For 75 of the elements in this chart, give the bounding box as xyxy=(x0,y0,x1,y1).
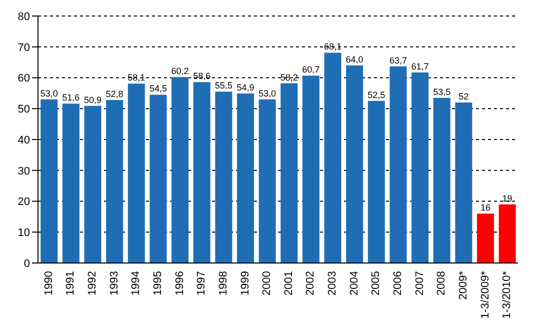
x-tick-label: 2009* xyxy=(457,270,470,300)
data-label: 52,8 xyxy=(106,88,124,99)
x-tick-label: 2007 xyxy=(414,271,426,296)
bar xyxy=(40,99,58,263)
bar xyxy=(258,99,276,263)
x-tick-label: 1999 xyxy=(239,271,252,296)
bar xyxy=(128,84,145,263)
y-tick-label: 80 xyxy=(18,10,30,23)
data-label: 53,5 xyxy=(433,86,451,97)
x-tick-label: 2006 xyxy=(392,271,404,296)
data-label: 53,0 xyxy=(40,88,58,98)
bar xyxy=(62,104,80,263)
bar xyxy=(84,106,102,263)
x-tick-label: 1991 xyxy=(64,271,77,296)
x-tick-label: 1992 xyxy=(86,271,99,296)
x-tick-label: 1-3/2009* xyxy=(479,270,492,319)
y-tick-label: 60 xyxy=(18,72,30,85)
data-label: 55,5 xyxy=(214,80,232,91)
bar xyxy=(302,76,320,263)
bar xyxy=(236,93,254,263)
x-tick-label: 2000 xyxy=(261,271,274,296)
data-label: 58,2 xyxy=(280,72,298,82)
bar xyxy=(498,204,516,263)
x-tick-label: 2008 xyxy=(436,271,448,296)
x-tick-label: 2004 xyxy=(348,271,360,296)
data-label: 52 xyxy=(458,91,469,102)
data-label: 68,1 xyxy=(324,42,342,52)
data-label: 54,9 xyxy=(236,82,254,92)
data-label: 50,9 xyxy=(84,94,102,105)
bar xyxy=(324,52,342,263)
bar xyxy=(193,82,210,263)
x-tick-label: 2005 xyxy=(370,271,382,296)
x-tick-label: 1998 xyxy=(217,271,230,296)
x-tick-label: 1996 xyxy=(174,271,186,296)
data-label: 52,5 xyxy=(368,90,386,100)
data-label: 58,6 xyxy=(193,71,211,82)
y-tick-label: 50 xyxy=(18,104,30,116)
data-label: 58,1 xyxy=(128,72,146,83)
x-tick-label: 1994 xyxy=(130,271,142,296)
data-label: 64,0 xyxy=(346,54,364,64)
data-label: 19 xyxy=(502,193,512,204)
y-tick-label: 10 xyxy=(18,227,30,240)
data-label: 60,7 xyxy=(302,64,320,75)
x-tick-label: 1-3/2010* xyxy=(501,270,514,319)
x-tick-label: 1997 xyxy=(196,271,208,296)
y-tick-label: 70 xyxy=(18,42,30,54)
bar xyxy=(390,66,407,263)
data-label: 61,7 xyxy=(411,62,429,72)
data-label: 54,5 xyxy=(149,84,167,94)
x-tick-label: 2003 xyxy=(326,271,339,296)
bar xyxy=(455,102,472,263)
x-tick-label: 1990 xyxy=(42,271,55,296)
x-tick-label: 2002 xyxy=(304,271,317,296)
y-tick-label: 0 xyxy=(24,258,30,270)
x-tick-label: 2001 xyxy=(282,271,295,296)
data-label: 16 xyxy=(480,202,490,213)
bar xyxy=(150,94,167,263)
x-tick-label: 1993 xyxy=(108,271,120,296)
bar xyxy=(215,92,232,263)
bar xyxy=(433,98,450,263)
data-label: 60,2 xyxy=(171,66,189,76)
data-label: 51,6 xyxy=(62,92,80,103)
y-tick-label: 30 xyxy=(18,165,30,178)
x-tick-label: 1995 xyxy=(152,271,164,296)
bar xyxy=(346,65,364,263)
bar xyxy=(106,100,124,263)
bar xyxy=(280,83,298,263)
bar xyxy=(412,72,429,263)
bar xyxy=(172,77,189,263)
data-label: 53,0 xyxy=(258,88,276,98)
y-tick-label: 40 xyxy=(18,134,30,146)
bar xyxy=(476,214,494,263)
bar xyxy=(368,100,385,263)
y-tick-label: 20 xyxy=(18,196,30,208)
data-label: 63,7 xyxy=(389,55,407,66)
